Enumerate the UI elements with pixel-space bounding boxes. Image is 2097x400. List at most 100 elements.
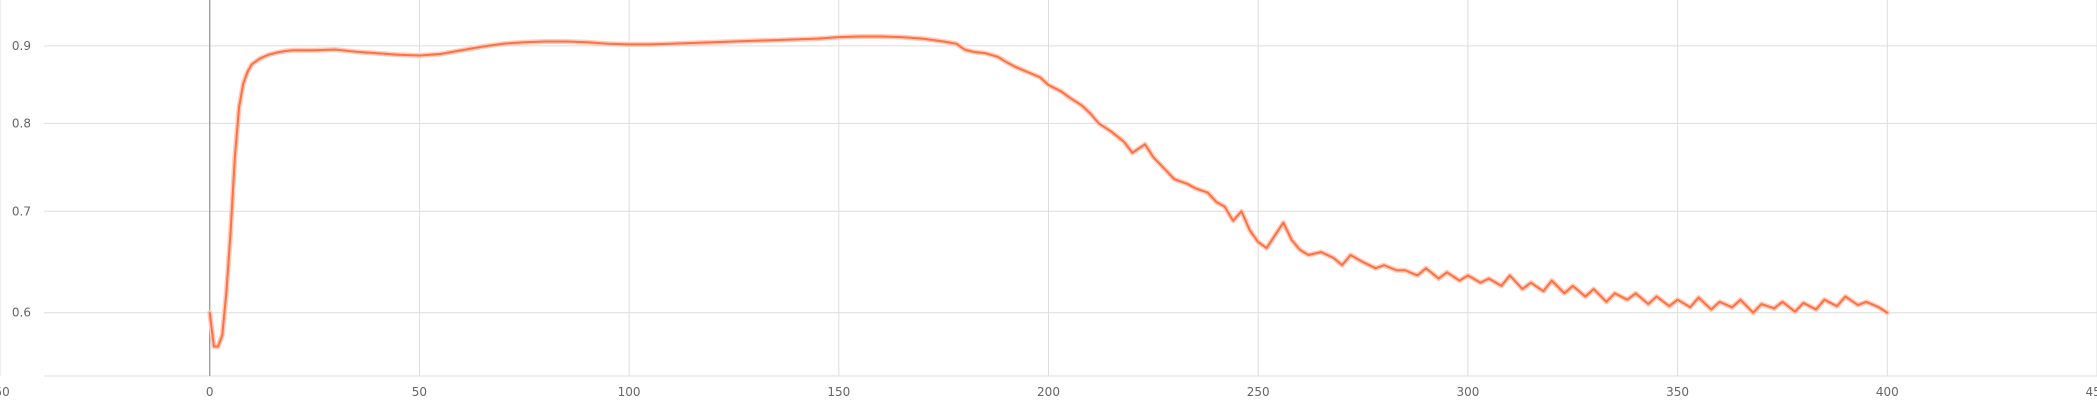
data-point: [1307, 254, 1310, 256]
data-point: [1479, 282, 1482, 284]
data-point: [1823, 299, 1825, 301]
data-point: [1551, 280, 1553, 282]
data-point: [1026, 71, 1029, 73]
data-point: [1320, 251, 1322, 253]
data-point: [213, 345, 215, 348]
data-point: [1614, 292, 1616, 294]
x-tick-label: 300: [1456, 385, 1479, 399]
data-point: [922, 38, 924, 40]
data-point: [670, 43, 672, 45]
data-point: [1635, 292, 1637, 294]
data-point: [1144, 143, 1146, 145]
data-point: [238, 106, 240, 108]
data-point: [292, 49, 295, 51]
data-point: [1375, 267, 1377, 269]
data-point: [1249, 229, 1251, 231]
data-point: [1488, 277, 1490, 280]
series-layer: [207, 33, 1890, 349]
data-point: [1416, 274, 1419, 277]
y-tick-label: 0.6: [12, 306, 31, 320]
data-point: [284, 50, 286, 52]
data-point: [1710, 308, 1712, 311]
x-tick-label: 200: [1037, 385, 1060, 399]
data-point: [1467, 274, 1469, 277]
data-point: [1886, 312, 1888, 314]
data-point: [276, 51, 278, 54]
data-point: [1257, 241, 1259, 243]
data-point: [1752, 312, 1754, 314]
y-tick-label: 0.7: [12, 204, 31, 218]
data-point: [1446, 271, 1448, 273]
axes: [44, 0, 2097, 377]
data-point: [1530, 282, 1532, 284]
data-point: [1173, 178, 1175, 180]
data-point: [1572, 285, 1574, 287]
data-point: [523, 41, 525, 43]
data-point: [1060, 90, 1062, 92]
data-point: [1677, 299, 1679, 301]
data-point: [1437, 277, 1440, 280]
x-tick-label: 150: [827, 385, 850, 399]
data-point: [1739, 299, 1742, 301]
data-point: [838, 36, 840, 38]
data-point: [1521, 288, 1524, 290]
data-point: [1194, 187, 1196, 189]
data-point: [1802, 302, 1805, 304]
data-point: [1844, 295, 1846, 298]
data-point: [1656, 295, 1658, 298]
data-point: [1697, 296, 1700, 299]
grid-lines: [0, 0, 2097, 376]
data-point: [775, 39, 777, 41]
data-point: [1215, 201, 1217, 203]
data-point: [880, 35, 882, 38]
data-point: [1123, 141, 1125, 143]
data-point: [1265, 247, 1268, 249]
data-point: [544, 40, 546, 43]
data-point: [1207, 192, 1209, 194]
data-point: [1089, 113, 1092, 115]
y-tick-label: 0.9: [12, 39, 31, 53]
data-point: [1232, 220, 1234, 222]
data-point: [1458, 280, 1461, 282]
data-point: [1689, 306, 1691, 308]
data-point: [1291, 239, 1293, 241]
data-point: [418, 54, 420, 57]
data-point: [313, 49, 316, 51]
data-point: [209, 312, 211, 314]
data-point: [230, 229, 232, 231]
x-tick-label: 0: [206, 385, 214, 399]
data-point: [1500, 285, 1503, 287]
data-point: [1240, 210, 1243, 212]
data-point: [1362, 261, 1364, 263]
y-tick-label: 0.8: [12, 116, 31, 130]
data-point: [1584, 295, 1586, 298]
data-point: [712, 41, 714, 43]
x-tick-label: 250: [1247, 385, 1270, 399]
data-point: [901, 36, 903, 38]
data-point: [1349, 254, 1352, 256]
data-point: [1282, 222, 1284, 224]
data-point: [1081, 104, 1083, 107]
data-point: [460, 49, 462, 51]
data-point: [1836, 305, 1838, 307]
x-tick-label: 50: [412, 385, 427, 399]
data-point: [955, 43, 957, 45]
data-point: [376, 52, 379, 54]
data-point: [217, 345, 219, 348]
data-point: [586, 41, 588, 43]
data-point: [691, 42, 693, 44]
data-point: [1005, 61, 1008, 63]
data-point: [1668, 305, 1670, 307]
data-point: [481, 46, 483, 48]
data-point: [984, 52, 987, 54]
data-point: [1626, 299, 1628, 301]
data-point: [859, 35, 861, 38]
data-point: [1773, 307, 1775, 309]
data-point: [1152, 156, 1154, 158]
data-point: [1404, 269, 1406, 271]
data-point: [754, 40, 756, 42]
data-point: [397, 54, 400, 56]
data-point: [1047, 84, 1050, 86]
data-point: [1647, 303, 1649, 305]
